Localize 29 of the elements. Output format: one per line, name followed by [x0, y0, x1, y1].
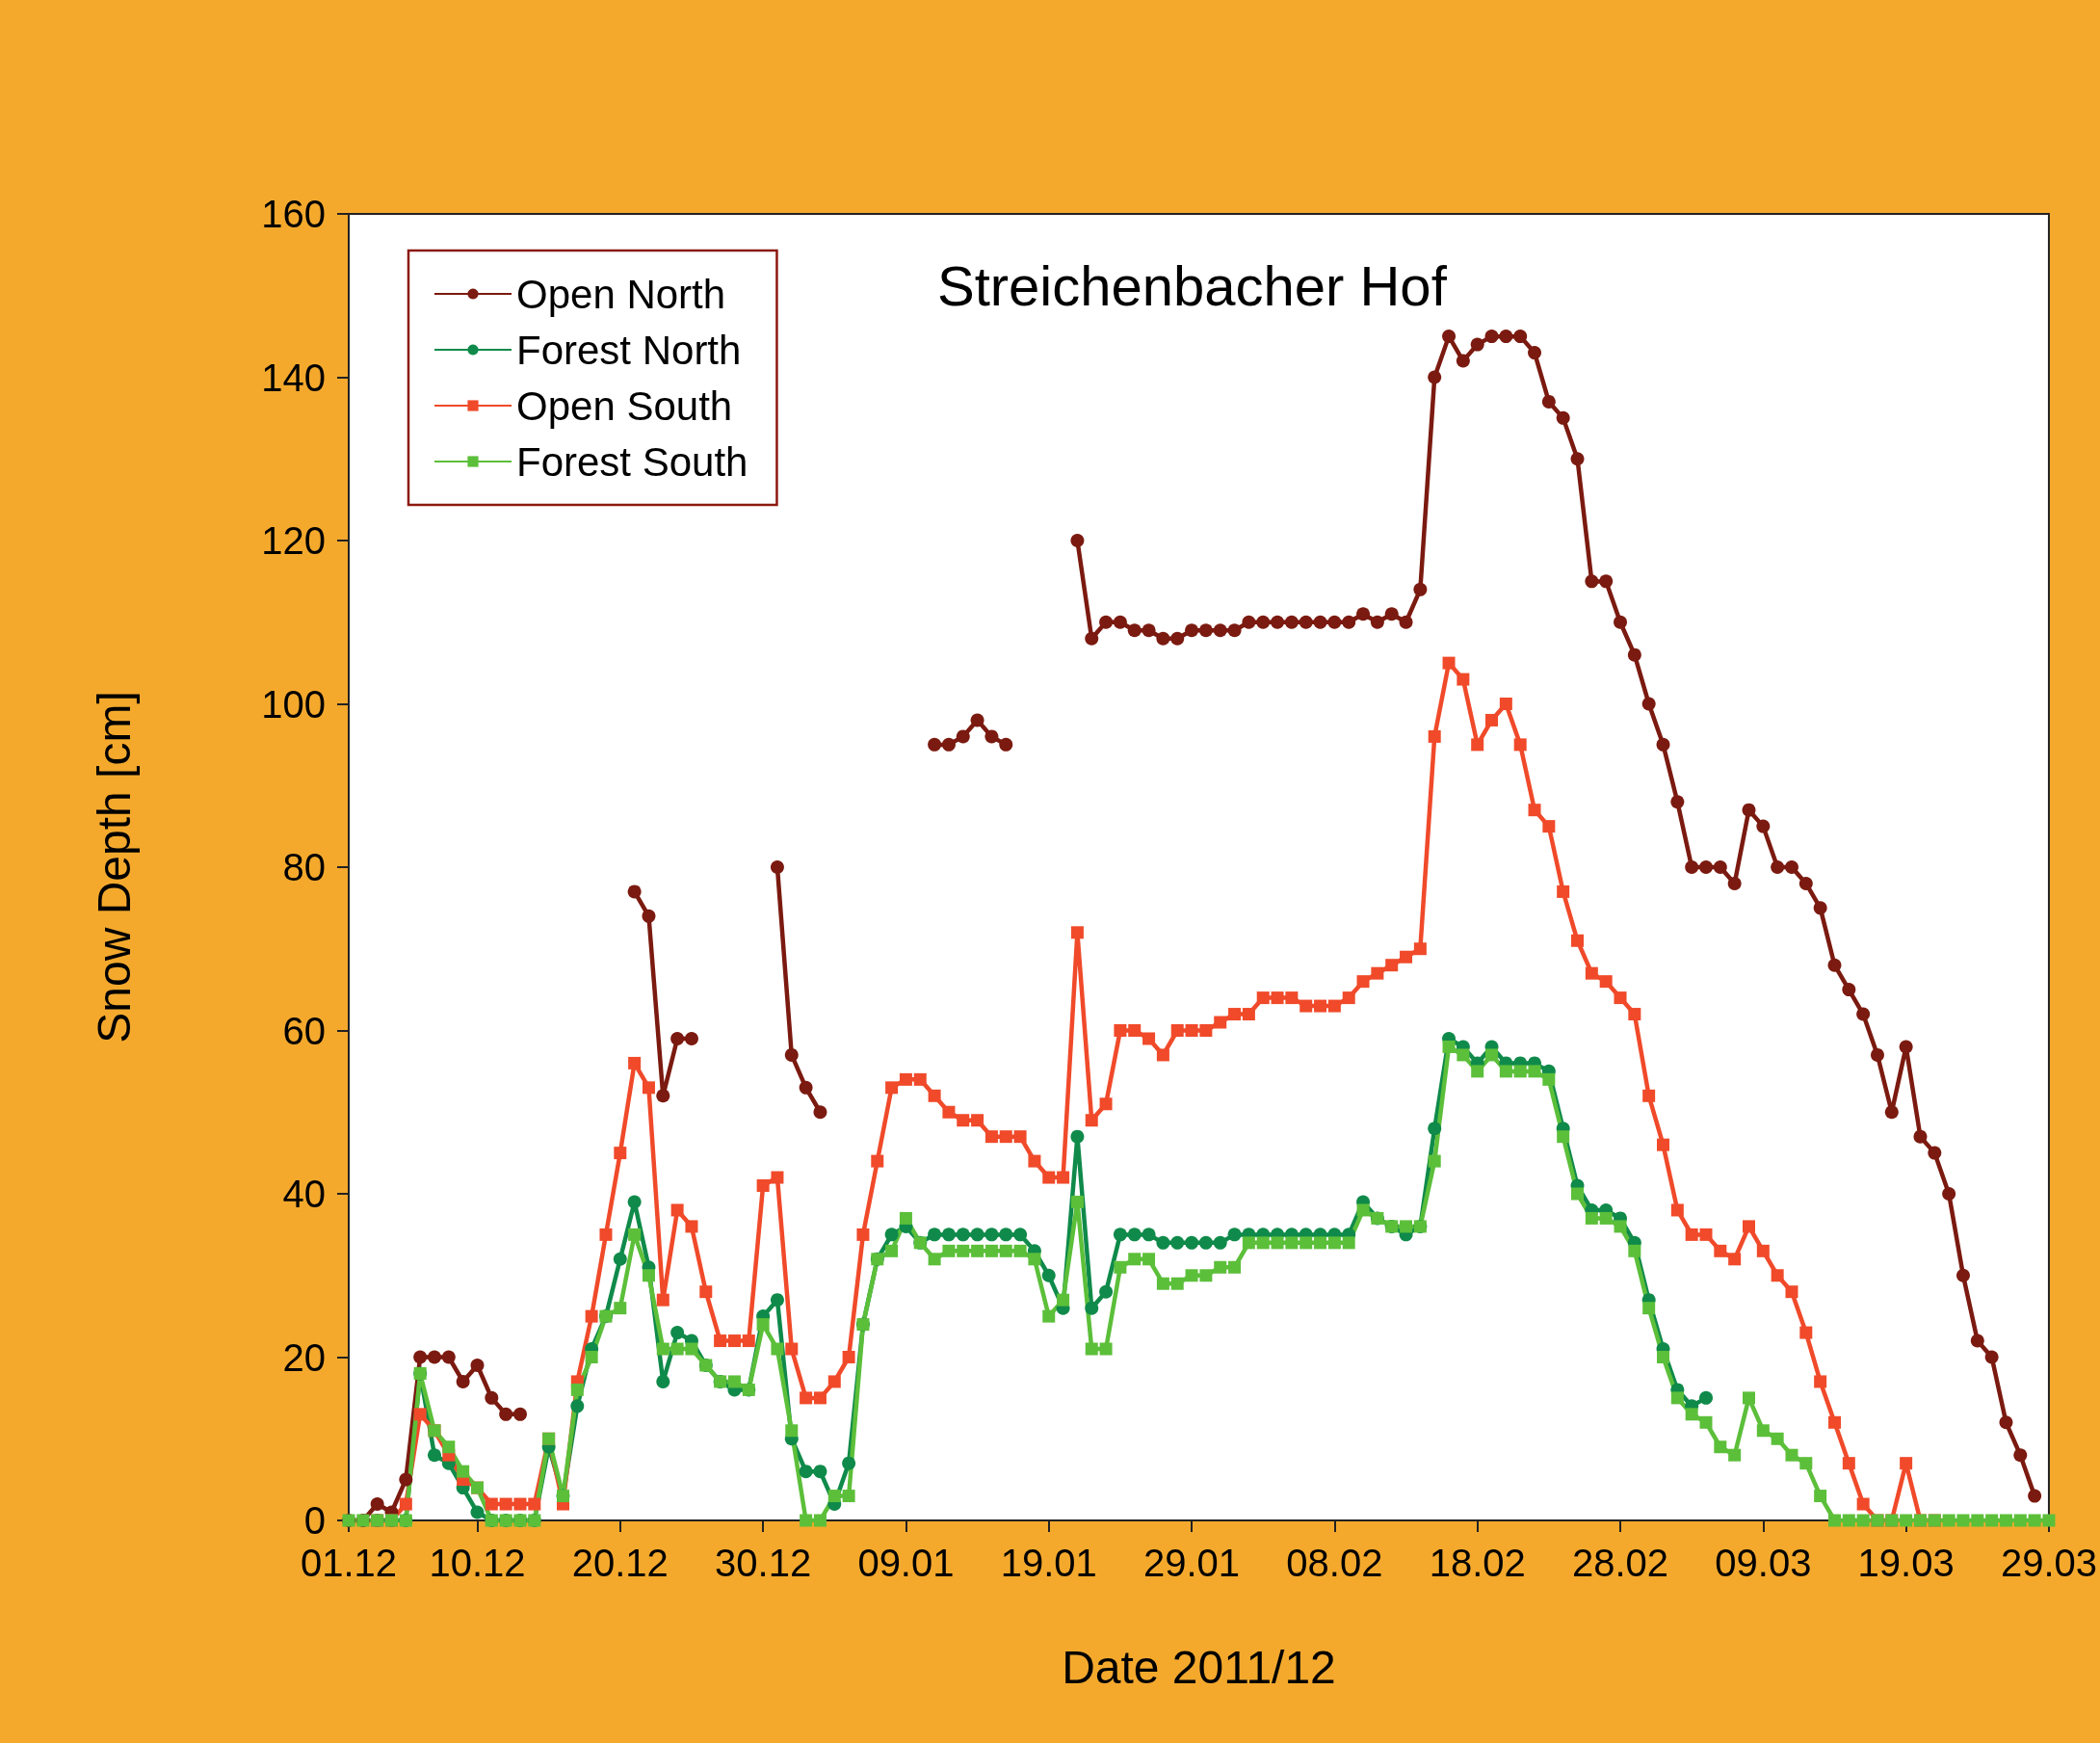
x-tick-label: 19.01: [1000, 1542, 1097, 1584]
x-tick-label: 30.12: [715, 1542, 812, 1584]
y-tick-label: 100: [261, 682, 326, 726]
y-tick-label: 20: [282, 1335, 326, 1379]
y-axis-title: Snow Depth [cm]: [88, 691, 140, 1043]
y-tick-label: 80: [282, 846, 326, 888]
y-tick-label: 60: [282, 1009, 326, 1052]
y-tick-label: 160: [261, 193, 326, 235]
x-tick-label: 09.03: [1715, 1542, 1812, 1584]
legend-label: Open South: [516, 383, 733, 429]
y-tick-label: 140: [261, 356, 326, 399]
y-tick-label: 40: [282, 1173, 326, 1215]
x-tick-label: 28.02: [1571, 1542, 1669, 1584]
legend-label: Open North: [516, 271, 726, 317]
y-tick-label: 120: [261, 519, 326, 562]
x-tick-label: 09.01: [857, 1542, 955, 1584]
x-tick-label: 19.03: [1857, 1542, 1955, 1584]
x-tick-label: 08.02: [1286, 1542, 1383, 1584]
x-axis-title: Date 2011/12: [1062, 1641, 1336, 1693]
text: Streichenbacher Hof: [937, 253, 1448, 317]
x-tick-label: 29.03: [2000, 1542, 2098, 1584]
x-tick-label: 01.12: [300, 1542, 398, 1584]
x-tick-label: 29.01: [1143, 1542, 1241, 1584]
y-tick-label: 0: [303, 1499, 326, 1542]
x-tick-label: 10.12: [429, 1542, 526, 1584]
legend-label: Forest North: [516, 327, 742, 373]
x-tick-label: 18.02: [1429, 1542, 1526, 1584]
legend-label: Forest South: [516, 438, 748, 485]
x-tick-label: 20.12: [571, 1542, 669, 1584]
